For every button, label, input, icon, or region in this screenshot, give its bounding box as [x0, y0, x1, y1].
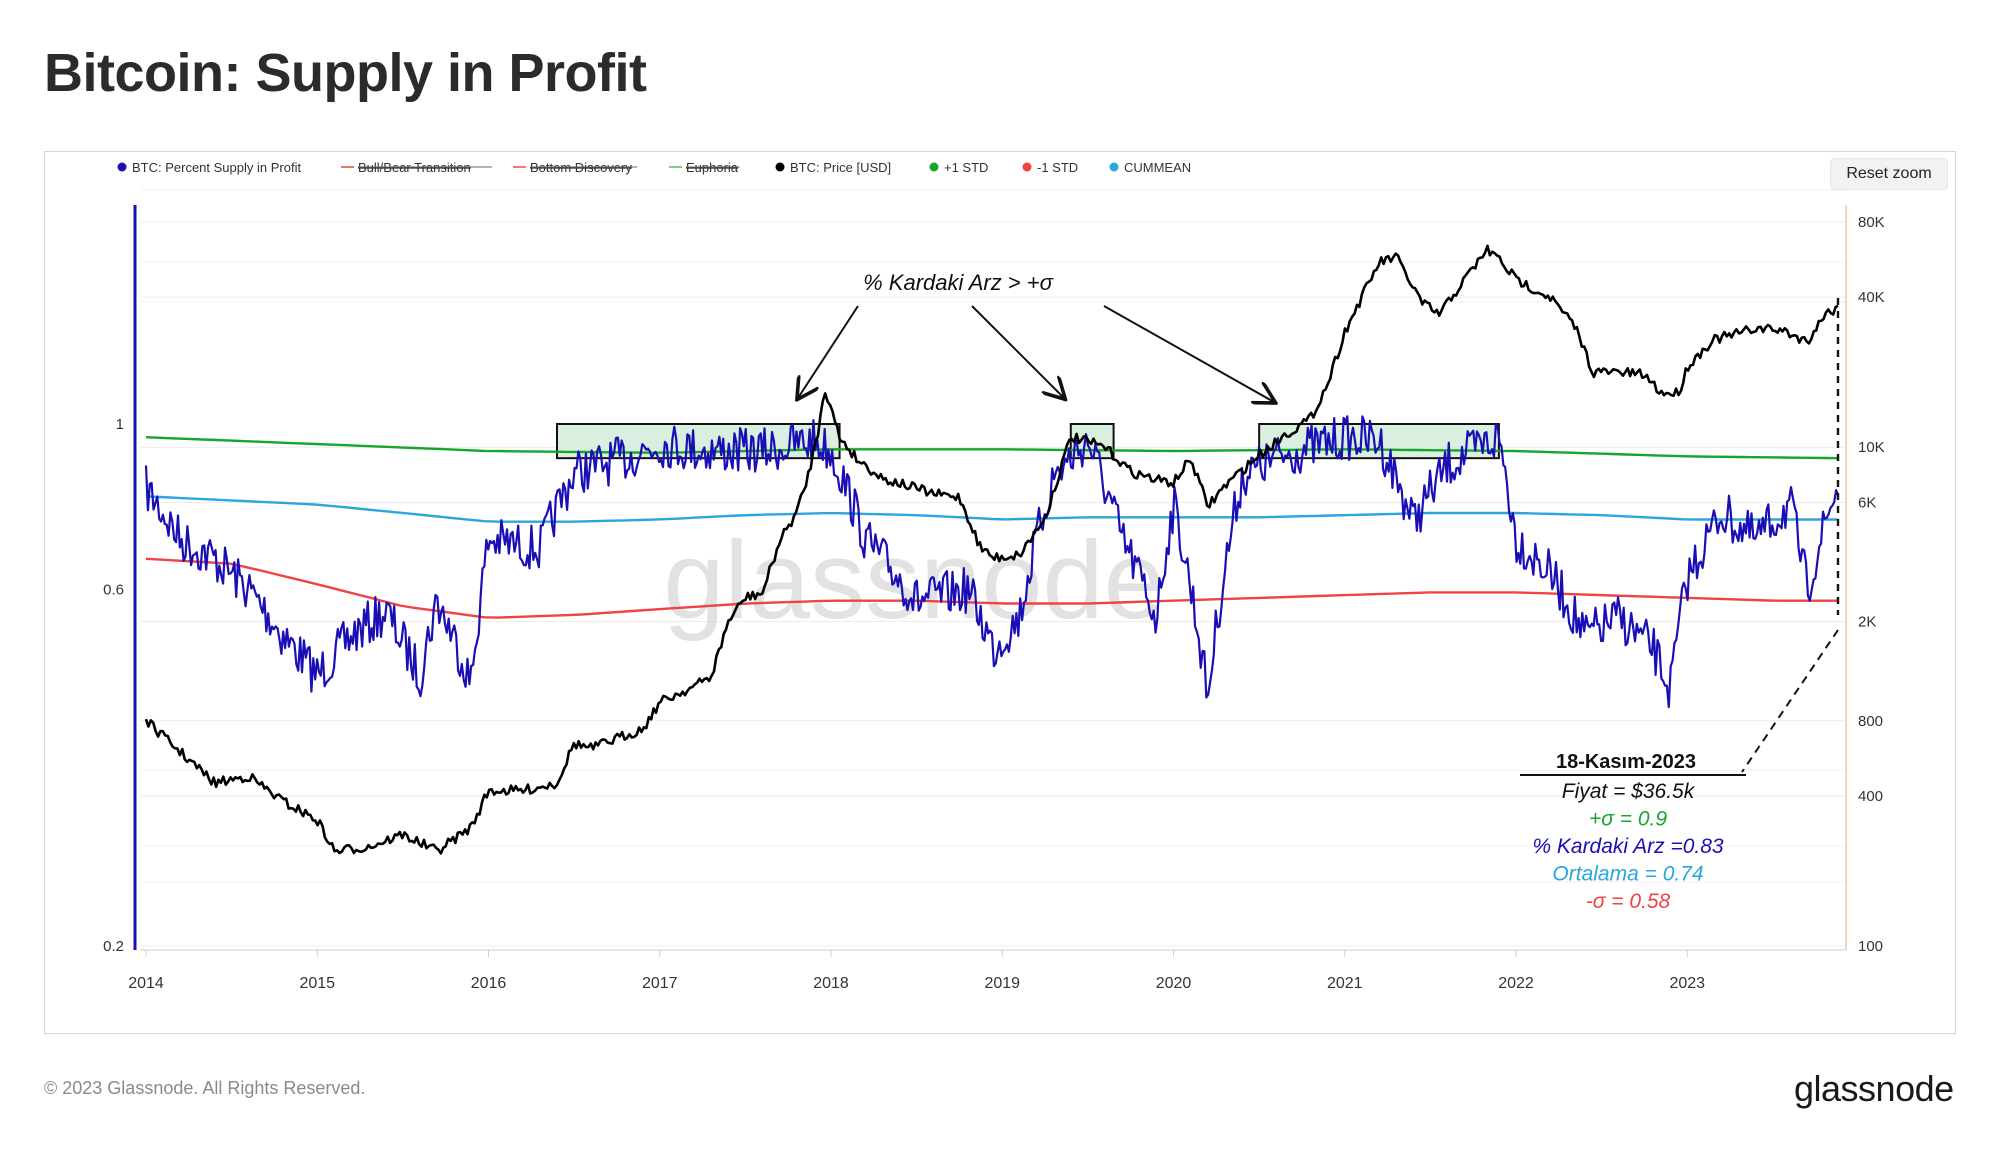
x-tick-label: 2022	[1498, 975, 1534, 992]
x-tick-label: 2023	[1669, 975, 1705, 992]
btc-price-line	[144, 244, 1839, 855]
legend-dot-icon	[1109, 162, 1119, 172]
legend-dot-icon	[929, 162, 939, 172]
x-tick-label: 2017	[642, 975, 678, 992]
annotation-date: 18-Kasım-2023	[1556, 751, 1696, 773]
x-tick-label: 2016	[471, 975, 507, 992]
legend-item-label[interactable]: CUMMEAN	[1124, 160, 1191, 175]
right-tick-label: 400	[1858, 788, 1883, 805]
glassnode-logo: glassnode	[1794, 1068, 1954, 1109]
annotation-value: +σ = 0.9	[1589, 808, 1667, 831]
x-tick-label: 2020	[1156, 975, 1192, 992]
legend-item-label[interactable]: BTC: Percent Supply in Profit	[132, 160, 301, 175]
right-tick-label: 2K	[1858, 614, 1876, 631]
callout-dashed-line	[1741, 629, 1839, 773]
annotation-value: Ortalama = 0.74	[1552, 863, 1703, 886]
plus-1-std-line	[145, 436, 1839, 460]
chart-frame	[44, 151, 1956, 1034]
watermark-text: glassnode	[663, 519, 1165, 642]
left-tick-label: 0.2	[103, 938, 124, 955]
copyright-text: © 2023 Glassnode. All Rights Reserved.	[44, 1078, 366, 1098]
x-tick-label: 2018	[813, 975, 849, 992]
annotation-arrow	[1103, 305, 1274, 402]
annotation-arrow	[798, 305, 859, 398]
right-tick-label: 10K	[1858, 439, 1885, 456]
cummean-line	[145, 495, 1838, 523]
annotation-title: % Kardaki Arz > +σ	[863, 270, 1053, 295]
legend-item-label[interactable]: +1 STD	[944, 160, 988, 175]
page-title: Bitcoin: Supply in Profit	[44, 43, 647, 103]
legend-item-label[interactable]: -1 STD	[1037, 160, 1078, 175]
left-tick-label: 0.6	[103, 582, 124, 599]
x-tick-label: 2015	[299, 975, 335, 992]
minus-1-std-line	[145, 557, 1838, 619]
reset-zoom-button[interactable]: Reset zoom	[1830, 158, 1948, 190]
annotation-value: -σ = 0.58	[1586, 890, 1671, 913]
legend-dot-icon	[1022, 162, 1032, 172]
right-tick-label: 40K	[1858, 289, 1885, 306]
legend-item-label[interactable]: BTC: Price [USD]	[790, 160, 891, 175]
legend-dot-icon	[775, 162, 785, 172]
right-tick-label: 800	[1858, 713, 1883, 730]
legend-dot-icon	[117, 162, 127, 172]
annotation-value: % Kardaki Arz =0.83	[1532, 835, 1724, 858]
annotation-arrow	[971, 305, 1064, 398]
right-tick-label: 80K	[1858, 214, 1885, 231]
percent-supply-in-profit-line	[144, 415, 1840, 709]
right-tick-label: 100	[1858, 938, 1883, 955]
annotation-value: Fiyat = $36.5k	[1562, 780, 1696, 803]
x-tick-label: 2014	[128, 975, 164, 992]
left-tick-label: 1	[116, 416, 124, 433]
x-tick-label: 2021	[1327, 975, 1363, 992]
x-tick-label: 2019	[984, 975, 1020, 992]
right-tick-label: 6K	[1858, 495, 1876, 512]
